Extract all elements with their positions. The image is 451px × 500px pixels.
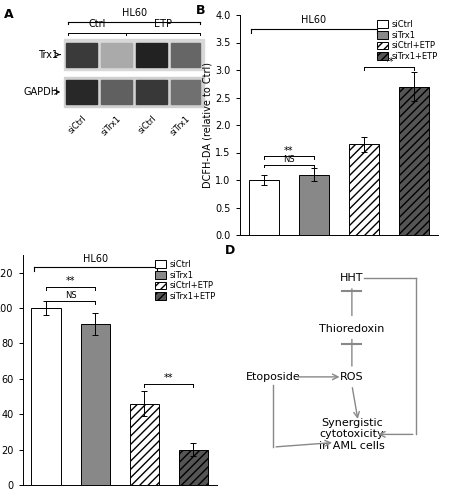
- Text: HHT: HHT: [340, 273, 363, 283]
- Text: HL60: HL60: [301, 15, 326, 25]
- Text: **: **: [164, 374, 173, 384]
- Text: siCtrl: siCtrl: [66, 114, 88, 136]
- Bar: [136, 42, 167, 66]
- Bar: [66, 80, 97, 104]
- Bar: [101, 42, 132, 66]
- Text: **: **: [283, 146, 293, 156]
- Bar: [129, 404, 159, 485]
- Text: Trx1: Trx1: [38, 50, 58, 59]
- Bar: [66, 42, 97, 66]
- Text: NS: NS: [282, 155, 294, 164]
- Bar: [170, 80, 200, 104]
- Text: siTrx1: siTrx1: [168, 114, 192, 138]
- Bar: [32, 308, 61, 485]
- Text: GAPDH: GAPDH: [23, 87, 58, 97]
- Y-axis label: DCFH-DA (relative to Ctrl): DCFH-DA (relative to Ctrl): [202, 62, 212, 188]
- Bar: [64, 76, 203, 108]
- Bar: [398, 86, 428, 235]
- Text: siCtrl: siCtrl: [136, 114, 157, 136]
- Text: Thioredoxin: Thioredoxin: [318, 324, 384, 334]
- Text: HL60: HL60: [83, 254, 108, 264]
- Bar: [64, 39, 203, 70]
- Text: Ctrl: Ctrl: [88, 20, 106, 30]
- Text: Synergistic
cytotoxicity
in AML cells: Synergistic cytotoxicity in AML cells: [318, 418, 384, 451]
- Bar: [348, 144, 378, 235]
- Text: A: A: [4, 8, 14, 22]
- Bar: [80, 324, 110, 485]
- Text: **: **: [66, 276, 75, 286]
- Text: B: B: [195, 4, 205, 17]
- Bar: [170, 42, 200, 66]
- Bar: [101, 80, 132, 104]
- Text: **: **: [384, 56, 393, 66]
- Legend: siCtrl, siTrx1, siCtrl+ETP, siTrx1+ETP: siCtrl, siTrx1, siCtrl+ETP, siTrx1+ETP: [154, 259, 216, 302]
- Text: Etoposide: Etoposide: [245, 372, 300, 382]
- Text: ROS: ROS: [339, 372, 363, 382]
- Text: NS: NS: [65, 291, 76, 300]
- Text: siTrx1: siTrx1: [99, 114, 123, 138]
- Legend: siCtrl, siTrx1, siCtrl+ETP, siTrx1+ETP: siCtrl, siTrx1, siCtrl+ETP, siTrx1+ETP: [375, 19, 437, 62]
- Text: HL60: HL60: [121, 8, 146, 18]
- Bar: [298, 174, 328, 235]
- Bar: [136, 80, 167, 104]
- Text: D: D: [224, 244, 234, 256]
- Bar: [248, 180, 278, 235]
- Bar: [178, 450, 207, 485]
- Text: ETP: ETP: [154, 20, 172, 30]
